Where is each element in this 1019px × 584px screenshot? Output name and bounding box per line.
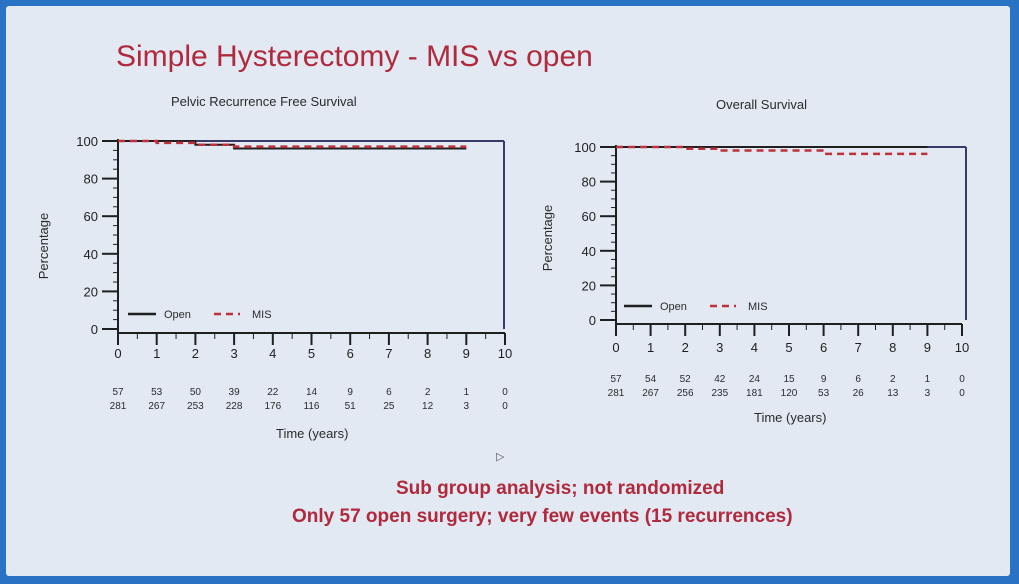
chart-title-left: Pelvic Recurrence Free Survival	[171, 94, 357, 109]
footnote-line-2: Only 57 open surgery; very few events (1…	[292, 506, 793, 527]
x-tick-label: 7	[855, 340, 862, 355]
risk-mis-value: 3	[925, 388, 931, 399]
x-tick-label: 9	[924, 340, 931, 355]
x-tick-label: 10	[498, 346, 512, 361]
series-line-open	[118, 140, 467, 150]
y-axis-title: Percentage	[540, 205, 555, 272]
slide: Simple Hysterectomy - MIS vs open Pelvic…	[6, 6, 1010, 576]
risk-mis-value: 13	[887, 388, 899, 399]
y-tick-label: 60	[84, 209, 98, 224]
x-tick-label: 6	[347, 346, 354, 361]
risk-open-value: 0	[502, 387, 508, 398]
risk-open-value: 6	[386, 387, 392, 398]
risk-open-value: 22	[267, 387, 279, 398]
x-tick-label: 4	[751, 340, 758, 355]
risk-open-value: 6	[855, 374, 861, 385]
risk-mis-value: 120	[781, 388, 798, 399]
risk-open-value: 24	[749, 374, 761, 385]
legend-label-open: Open	[660, 301, 687, 313]
risk-mis-value: 267	[642, 388, 659, 399]
y-tick-label: 40	[84, 247, 98, 262]
x-tick-label: 3	[716, 340, 723, 355]
risk-open-value: 2	[890, 374, 896, 385]
risk-mis-value: 0	[502, 401, 508, 412]
risk-open-value: 53	[151, 387, 163, 398]
x-tick-label: 1	[153, 346, 160, 361]
risk-mis-value: 281	[608, 388, 625, 399]
risk-mis-value: 267	[148, 401, 165, 412]
risk-mis-value: 176	[264, 401, 281, 412]
risk-mis-value: 256	[677, 388, 694, 399]
y-tick-label: 100	[574, 140, 596, 155]
risk-mis-value: 26	[853, 388, 865, 399]
risk-open-value: 54	[645, 374, 657, 385]
risk-open-value: 57	[112, 387, 124, 398]
risk-mis-value: 51	[345, 401, 357, 412]
y-tick-label: 60	[582, 209, 596, 224]
risk-mis-value: 116	[304, 401, 320, 412]
x-tick-label: 0	[612, 340, 619, 355]
risk-mis-value: 228	[226, 401, 243, 412]
y-tick-label: 100	[76, 134, 98, 149]
risk-mis-value: 235	[711, 388, 728, 399]
risk-mis-value: 0	[959, 388, 965, 399]
y-axis-title: Percentage	[36, 213, 51, 280]
x-tick-label: 3	[230, 346, 237, 361]
x-tick-label: 7	[385, 346, 392, 361]
x-tick-label: 8	[424, 346, 431, 361]
y-tick-label: 0	[589, 313, 596, 328]
x-tick-label: 10	[955, 340, 969, 355]
x-tick-label: 0	[114, 346, 121, 361]
risk-open-value: 15	[783, 374, 795, 385]
legend-label-mis: MIS	[748, 301, 768, 313]
series-line-mis	[118, 139, 467, 148]
y-tick-label: 80	[84, 172, 98, 187]
risk-open-value: 1	[464, 387, 470, 398]
y-tick-label: 40	[582, 244, 596, 259]
risk-open-value: 2	[425, 387, 431, 398]
x-tick-label: 5	[308, 346, 315, 361]
risk-open-value: 1	[925, 374, 931, 385]
x-tick-label: 1	[647, 340, 654, 355]
x-tick-label: 2	[192, 346, 199, 361]
risk-open-value: 57	[610, 374, 622, 385]
series-line-mis	[616, 145, 928, 156]
x-tick-label: 4	[269, 346, 276, 361]
x-axis-title-right: Time (years)	[754, 410, 827, 425]
risk-mis-value: 281	[110, 401, 127, 412]
risk-mis-value: 53	[818, 388, 830, 399]
risk-open-value: 14	[306, 387, 318, 398]
y-tick-label: 20	[582, 278, 596, 293]
risk-mis-value: 12	[422, 401, 434, 412]
y-tick-label: 80	[582, 175, 596, 190]
risk-mis-value: 253	[187, 401, 204, 412]
legend-label-mis: MIS	[252, 309, 272, 321]
chart-title-right: Overall Survival	[716, 97, 808, 112]
legend-label-open: Open	[164, 309, 191, 321]
risk-mis-value: 3	[464, 401, 470, 412]
risk-open-value: 50	[190, 387, 202, 398]
x-tick-label: 2	[682, 340, 689, 355]
risk-open-value: 9	[347, 387, 353, 398]
mouse-cursor-icon: ▷	[496, 451, 505, 463]
risk-open-value: 9	[821, 374, 827, 385]
x-axis-title-left: Time (years)	[276, 426, 349, 441]
x-tick-label: 6	[820, 340, 827, 355]
y-tick-label: 20	[84, 284, 98, 299]
risk-open-value: 39	[229, 387, 241, 398]
footnote-line-1: Sub group analysis; not randomized	[396, 478, 725, 499]
x-tick-label: 8	[889, 340, 896, 355]
x-tick-label: 9	[463, 346, 470, 361]
risk-open-value: 0	[959, 374, 965, 385]
risk-mis-value: 25	[383, 401, 395, 412]
risk-mis-value: 181	[746, 388, 763, 399]
risk-open-value: 42	[714, 374, 726, 385]
risk-open-value: 52	[680, 374, 692, 385]
x-tick-label: 5	[785, 340, 792, 355]
y-tick-label: 0	[91, 322, 98, 337]
slide-title: Simple Hysterectomy - MIS vs open	[116, 40, 593, 73]
